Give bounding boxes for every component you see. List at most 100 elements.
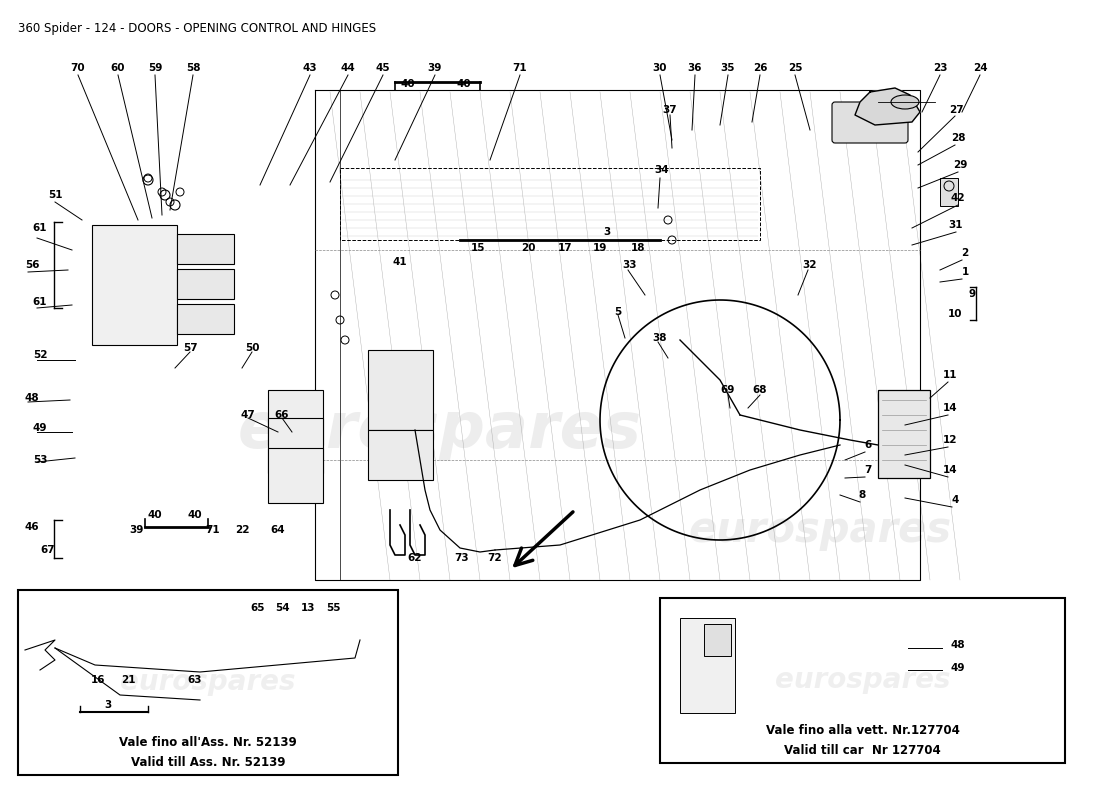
Text: 51: 51 [47,190,63,200]
Text: eurospares: eurospares [120,669,296,697]
Text: 40: 40 [147,510,163,520]
Text: 17: 17 [558,243,572,253]
Text: 12: 12 [943,435,957,445]
Bar [92,225,177,345]
Text: 47: 47 [241,410,255,420]
Bar [268,390,323,445]
Text: 27: 27 [948,105,964,115]
Text: 3: 3 [604,227,611,237]
Text: 48: 48 [950,640,966,650]
Ellipse shape [891,95,918,109]
Bar [680,618,735,713]
Text: 40: 40 [188,510,202,520]
Text: 43: 43 [302,63,317,73]
Text: Valid till Ass. Nr. 52139: Valid till Ass. Nr. 52139 [131,757,285,770]
Text: 8: 8 [858,490,866,500]
Bar [268,448,323,503]
Text: eurospares: eurospares [774,666,950,694]
Text: 49: 49 [950,663,966,673]
Text: 61: 61 [33,297,47,307]
Text: 23: 23 [933,63,947,73]
Text: 40: 40 [456,79,471,89]
Polygon shape [855,88,920,125]
Text: 32: 32 [803,260,817,270]
Text: 9: 9 [968,289,976,299]
Bar [368,430,433,480]
Bar [18,590,398,775]
Text: 28: 28 [950,133,966,143]
Text: 62: 62 [408,553,422,563]
FancyBboxPatch shape [704,624,732,656]
Text: 2: 2 [961,248,969,258]
Text: Vale fino all'Ass. Nr. 52139: Vale fino all'Ass. Nr. 52139 [119,737,297,750]
Text: 30: 30 [652,63,668,73]
Text: 54: 54 [276,603,290,613]
Text: 11: 11 [943,370,957,380]
Text: 53: 53 [33,455,47,465]
Text: 360 Spider - 124 - DOORS - OPENING CONTROL AND HINGES: 360 Spider - 124 - DOORS - OPENING CONTR… [18,22,376,35]
Text: 73: 73 [454,553,470,563]
Text: 55: 55 [326,603,340,613]
Text: 38: 38 [652,333,668,343]
Text: 13: 13 [300,603,316,613]
Bar [940,178,958,206]
Bar [660,598,1065,763]
Text: 68: 68 [752,385,768,395]
FancyBboxPatch shape [177,234,234,264]
Text: 40: 40 [400,79,416,89]
Text: 4: 4 [952,495,959,505]
Text: 7: 7 [865,465,871,475]
Text: eurospares: eurospares [689,509,952,551]
Text: 15: 15 [471,243,485,253]
Text: 65: 65 [251,603,265,613]
Text: 59: 59 [147,63,162,73]
Text: eurospares: eurospares [238,399,642,461]
Text: 58: 58 [186,63,200,73]
Text: 35: 35 [720,63,735,73]
Bar [878,390,930,478]
Text: 31: 31 [948,220,964,230]
Text: 42: 42 [950,193,966,203]
Text: 22: 22 [234,525,250,535]
Bar [268,418,323,473]
Text: 26: 26 [752,63,768,73]
Text: 52: 52 [33,350,47,360]
Text: 67: 67 [41,545,55,555]
Text: 25: 25 [788,63,802,73]
Text: Valid till car  Nr 127704: Valid till car Nr 127704 [784,745,940,758]
Text: 5: 5 [615,307,622,317]
Text: 33: 33 [623,260,637,270]
Text: eurospares: eurospares [113,646,307,674]
Text: 45: 45 [376,63,390,73]
Text: 1: 1 [961,267,969,277]
Text: 21: 21 [121,675,135,685]
Text: 50: 50 [244,343,260,353]
Text: 10: 10 [948,309,962,319]
Text: 44: 44 [341,63,355,73]
Text: 36: 36 [688,63,702,73]
Text: 37: 37 [662,105,678,115]
Text: 3: 3 [104,700,111,710]
Text: 16: 16 [90,675,106,685]
Text: 19: 19 [593,243,607,253]
FancyBboxPatch shape [177,269,234,299]
Text: 20: 20 [520,243,536,253]
Text: 61: 61 [33,223,47,233]
Text: 46: 46 [24,522,40,532]
Text: 63: 63 [188,675,202,685]
Text: 49: 49 [33,423,47,433]
Text: 18: 18 [630,243,646,253]
Text: 66: 66 [275,410,289,420]
Text: 14: 14 [943,403,957,413]
Text: 71: 71 [206,525,220,535]
Text: 39: 39 [428,63,442,73]
Text: 56: 56 [24,260,40,270]
Text: 69: 69 [720,385,735,395]
Text: 48: 48 [24,393,40,403]
Text: 60: 60 [111,63,125,73]
Text: 72: 72 [487,553,503,563]
Bar [368,350,433,430]
Text: 70: 70 [70,63,86,73]
Text: 6: 6 [865,440,871,450]
Text: 34: 34 [654,165,669,175]
